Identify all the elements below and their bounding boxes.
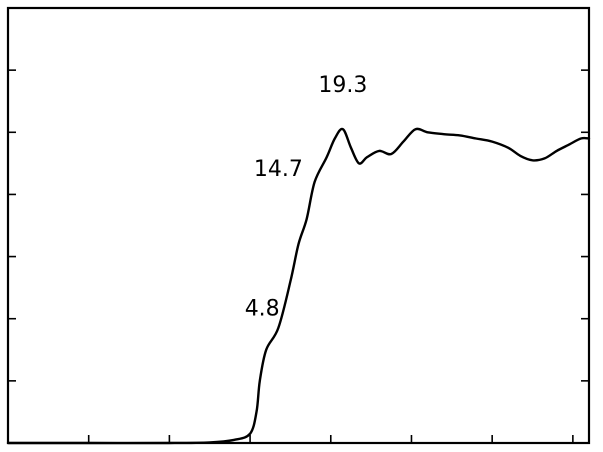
data-curve (6, 127, 591, 445)
annotation-label: 14.7 (254, 157, 303, 182)
annotation-label: 4.8 (245, 297, 280, 322)
plot-frame (6, 6, 591, 445)
annotations: 19.3 14.7 4.8 (245, 73, 368, 322)
annotation-label: 19.3 (318, 73, 367, 98)
axis-ticks (8, 69, 589, 443)
